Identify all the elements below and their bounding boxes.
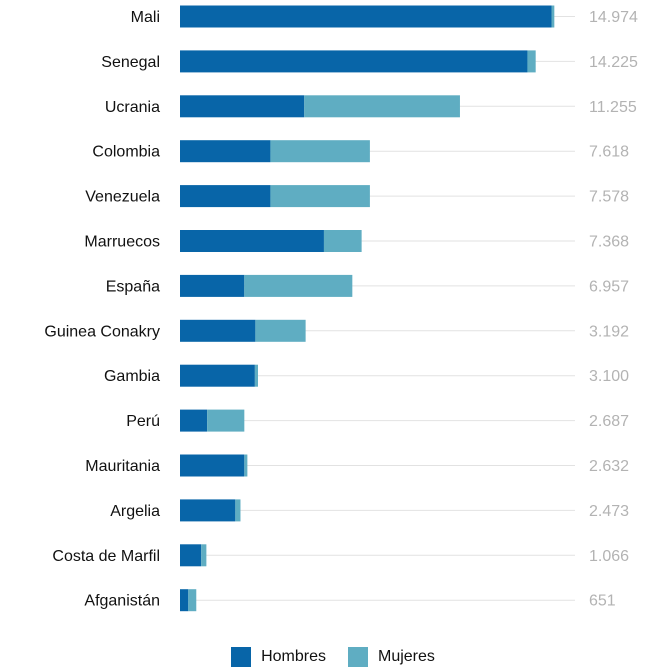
bar-hombres-mauritania xyxy=(180,454,245,477)
bar-hombres-senegal xyxy=(180,50,528,73)
bar-mujeres-venezuela xyxy=(270,185,370,208)
bar-hombres-peru xyxy=(180,409,208,432)
bar-mujeres-marruecos xyxy=(323,230,362,252)
category-label-ucrania: Ucrania xyxy=(105,99,160,116)
category-label-mauritania: Mauritania xyxy=(85,458,160,475)
legend: Hombres Mujeres xyxy=(0,647,666,667)
total-label-mali: 14.974 xyxy=(589,9,638,26)
category-label-mali: Mali xyxy=(131,9,160,26)
bar-mujeres-colombia xyxy=(270,140,370,163)
bar-mujeres-mauritania xyxy=(244,454,248,477)
total-label-afganistan: 651 xyxy=(589,593,616,610)
total-label-costa-de-marfil: 1.066 xyxy=(589,548,629,565)
bar-mujeres-peru xyxy=(207,409,245,432)
bar-mujeres-costa-de-marfil xyxy=(201,544,207,567)
category-label-guinea-conakry: Guinea Conakry xyxy=(44,323,160,340)
total-label-colombia: 7.618 xyxy=(589,144,629,161)
bar-hombres-costa-de-marfil xyxy=(180,544,202,567)
category-label-venezuela: Venezuela xyxy=(85,189,160,206)
category-label-colombia: Colombia xyxy=(92,144,160,161)
total-label-senegal: 14.225 xyxy=(589,54,638,71)
legend-swatch-mujeres xyxy=(348,647,368,667)
bar-hombres-mali xyxy=(180,5,552,28)
category-label-costa-de-marfil: Costa de Marfil xyxy=(52,548,160,565)
bar-mujeres-ucrania xyxy=(304,95,460,118)
legend-item-mujeres: Mujeres xyxy=(348,647,435,667)
total-label-gambia: 3.100 xyxy=(589,368,629,385)
category-label-espana: España xyxy=(106,278,160,295)
total-label-mauritania: 2.632 xyxy=(589,458,629,475)
total-label-venezuela: 7.578 xyxy=(589,189,629,206)
bar-hombres-ucrania xyxy=(180,95,305,118)
bar-hombres-gambia xyxy=(180,364,255,387)
bar-hombres-marruecos xyxy=(180,230,324,252)
bar-hombres-argelia xyxy=(180,499,236,522)
category-label-gambia: Gambia xyxy=(104,368,160,385)
bar-mujeres-guinea-conakry xyxy=(255,319,306,342)
bar-mujeres-senegal xyxy=(527,50,536,73)
legend-label-mujeres: Mujeres xyxy=(378,648,435,665)
bar-hombres-espana xyxy=(180,274,245,297)
bar-mujeres-mali xyxy=(551,5,555,28)
bar-hombres-guinea-conakry xyxy=(180,319,256,342)
category-label-senegal: Senegal xyxy=(101,54,160,71)
category-label-afganistan: Afganistán xyxy=(84,593,160,610)
legend-swatch-hombres xyxy=(231,647,252,667)
total-label-espana: 6.957 xyxy=(589,278,629,295)
category-label-argelia: Argelia xyxy=(110,503,160,520)
bar-hombres-colombia xyxy=(180,140,271,163)
bar-mujeres-argelia xyxy=(235,499,241,522)
legend-item-hombres: Hombres xyxy=(231,647,326,667)
total-label-ucrania: 11.255 xyxy=(589,99,637,116)
category-label-peru: Perú xyxy=(126,413,160,430)
total-label-guinea-conakry: 3.192 xyxy=(589,323,629,340)
bar-mujeres-espana xyxy=(244,274,353,297)
bar-mujeres-afganistan xyxy=(188,589,197,612)
bar-mujeres-gambia xyxy=(254,364,258,387)
bar-hombres-afganistan xyxy=(180,589,189,612)
total-label-peru: 2.687 xyxy=(589,413,629,430)
total-label-marruecos: 7.368 xyxy=(589,234,629,251)
bar-hombres-venezuela xyxy=(180,185,271,208)
legend-label-hombres: Hombres xyxy=(261,648,326,665)
category-label-marruecos: Marruecos xyxy=(84,234,160,251)
total-label-argelia: 2.473 xyxy=(589,503,629,520)
stacked-bar-chart: Mali 14.974 Senegal 14.225 Ucrania 11.255 Colo… xyxy=(44,5,638,612)
